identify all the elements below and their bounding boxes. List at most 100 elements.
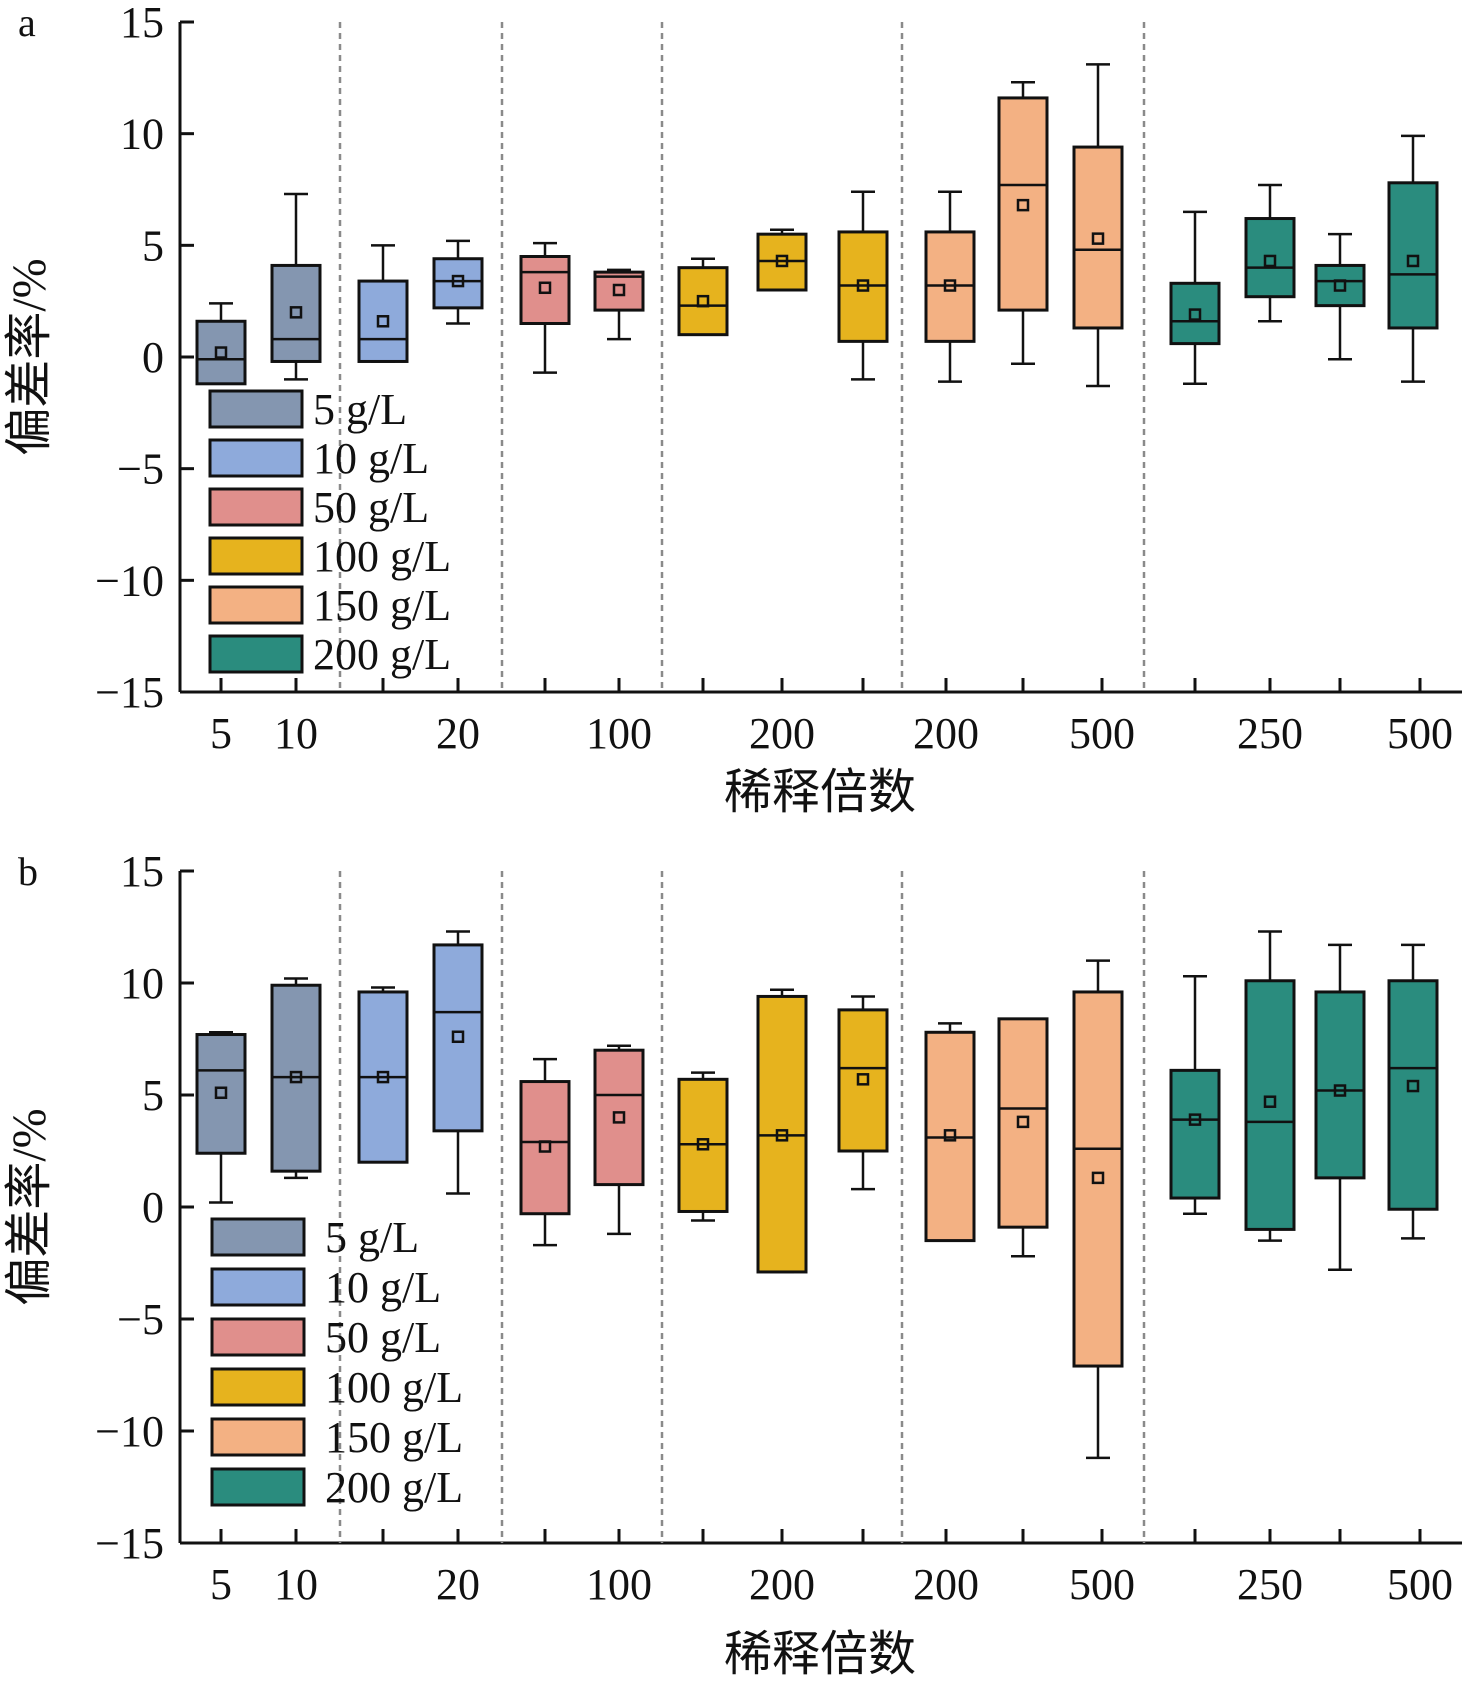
box-body <box>1314 263 1366 308</box>
mean-marker <box>696 294 710 308</box>
box-body <box>432 943 484 1133</box>
mean-marker <box>612 1111 626 1124</box>
mean-marker <box>1016 198 1030 212</box>
x-tick-label: 100 <box>586 1560 652 1609</box>
mean-marker <box>214 1086 228 1100</box>
box-6 <box>593 268 645 341</box>
legend-label: 150 g/L <box>313 581 451 630</box>
x-tick-label: 200 <box>913 1560 979 1609</box>
legend-swatch <box>208 487 304 527</box>
legend-label: 50 g/L <box>313 483 429 532</box>
legend-swatch <box>208 634 304 674</box>
box-body <box>593 1048 645 1187</box>
box-body <box>357 279 409 363</box>
mean-marker <box>612 283 626 297</box>
legend-label: 10 g/L <box>313 434 429 483</box>
box-4 <box>432 930 484 1195</box>
box-15 <box>1314 943 1366 1271</box>
box-body <box>195 1033 247 1155</box>
legend-label: 50 g/L <box>325 1313 441 1362</box>
mean-marker <box>1406 1079 1420 1093</box>
legend-label: 150 g/L <box>325 1413 463 1462</box>
mean-marker <box>1091 232 1105 245</box>
box-body <box>1169 281 1221 346</box>
y-axis-title: 偏差率/% <box>3 1108 56 1305</box>
legend-swatch <box>210 1417 306 1457</box>
y-tick-label: 5 <box>142 221 164 270</box>
legend-label: 100 g/L <box>313 532 451 581</box>
y-tick-label: −15 <box>95 668 164 717</box>
mean-marker <box>451 1030 465 1044</box>
legend-swatch <box>208 389 304 429</box>
y-tick-label: −5 <box>117 445 164 494</box>
box-15 <box>1314 232 1366 361</box>
box-body <box>1244 979 1296 1231</box>
box-8 <box>756 988 808 1274</box>
box-13 <box>1169 975 1221 1215</box>
mean-marker <box>538 281 552 295</box>
y-tick-label: 10 <box>120 110 164 159</box>
x-tick-label: 5 <box>210 709 232 758</box>
mean-marker <box>376 315 390 328</box>
box-body <box>677 266 729 337</box>
box-body <box>432 257 484 310</box>
x-tick-label: 500 <box>1069 709 1135 758</box>
box-6 <box>593 1044 645 1236</box>
legend-swatch <box>210 1217 306 1257</box>
mean-marker <box>775 254 789 268</box>
x-tick-label: 10 <box>274 709 318 758</box>
x-tick-label: 100 <box>586 709 652 758</box>
panel-a: a −15 −10 −5 0 5 10 15 5 10 20 100 200 200 500 250 500 5… <box>3 0 1462 819</box>
legend-swatch <box>210 1267 306 1307</box>
panel-letter-b: b <box>18 849 38 894</box>
box-body <box>1169 1068 1221 1200</box>
mean-marker <box>856 279 870 292</box>
box-body <box>519 255 571 325</box>
y-tick-label: 15 <box>120 847 164 896</box>
box-body <box>1072 145 1124 330</box>
box-body <box>270 263 322 363</box>
x-tick-label: 20 <box>436 1560 480 1609</box>
box-4 <box>432 239 484 325</box>
box-16 <box>1387 943 1439 1240</box>
box-7 <box>677 257 729 337</box>
box-body <box>837 1008 889 1153</box>
y-tick-label: −15 <box>95 1519 164 1568</box>
mean-marker <box>1188 308 1202 321</box>
y-tick-label: 0 <box>142 333 164 382</box>
legend-swatch <box>210 1367 306 1407</box>
y-tick-label: −10 <box>95 1407 164 1456</box>
legend-label: 100 g/L <box>325 1363 463 1412</box>
box-body <box>997 1017 1049 1229</box>
mean-marker <box>1016 1115 1030 1129</box>
mean-marker <box>289 306 303 319</box>
y-tick-label: −10 <box>95 556 164 605</box>
box-10 <box>924 190 976 383</box>
x-tick-label: 500 <box>1069 1560 1135 1609</box>
box-3 <box>357 986 409 1164</box>
box-8 <box>756 228 808 292</box>
mean-marker <box>214 346 228 359</box>
box-1 <box>195 1031 247 1204</box>
box-16 <box>1387 134 1439 383</box>
box-11 <box>997 81 1049 365</box>
y-tick-label: 0 <box>142 1183 164 1232</box>
box-9 <box>837 995 889 1191</box>
mean-marker <box>856 1073 870 1086</box>
mean-marker <box>1188 1113 1202 1126</box>
x-tick-label: 200 <box>913 709 979 758</box>
legend-label: 10 g/L <box>325 1263 441 1312</box>
x-tick-label: 250 <box>1237 1560 1303 1609</box>
x-axis-title: 稀释倍数 <box>724 766 916 819</box>
box-9 <box>837 190 889 381</box>
mean-marker <box>1333 279 1347 292</box>
x-tick-label: 200 <box>749 709 815 758</box>
legend-swatch <box>210 1467 306 1507</box>
mean-marker <box>289 1070 303 1084</box>
box-7 <box>677 1071 729 1222</box>
mean-marker <box>1263 254 1277 268</box>
box-14 <box>1244 930 1296 1242</box>
legend-label: 200 g/L <box>325 1463 463 1512</box>
mean-marker <box>1263 1095 1277 1108</box>
